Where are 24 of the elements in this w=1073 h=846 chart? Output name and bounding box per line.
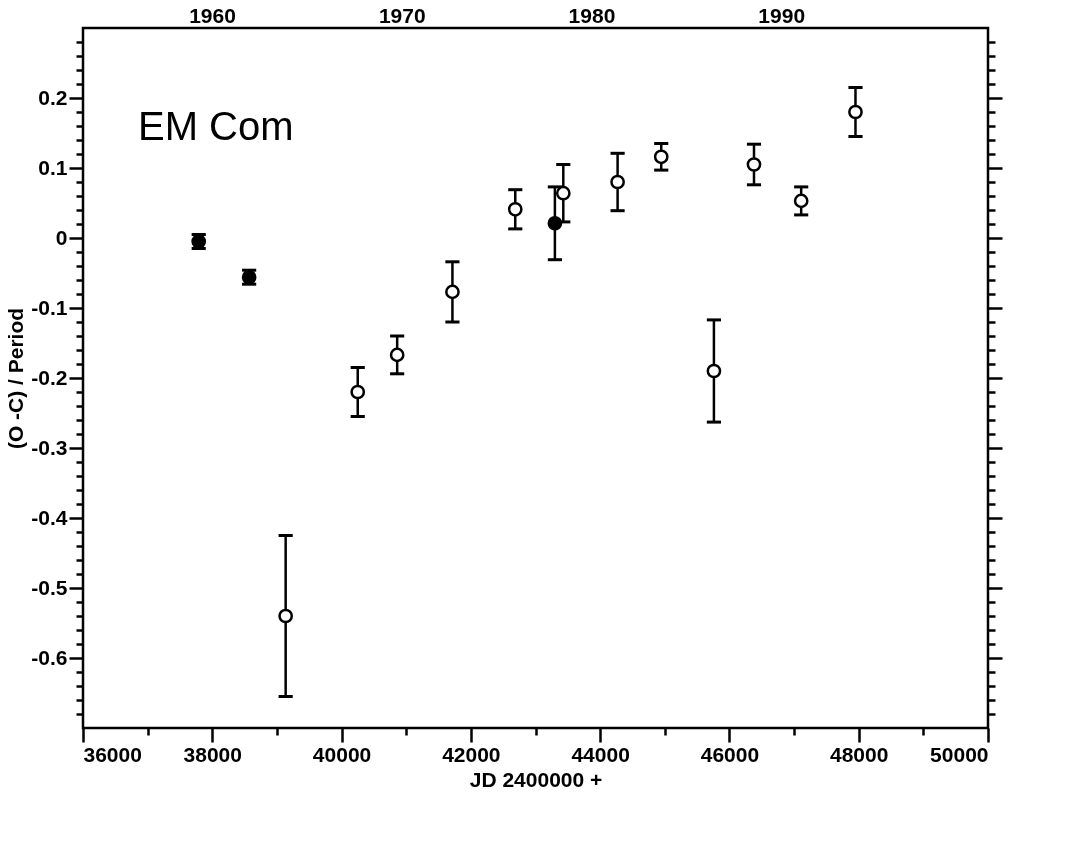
y-tick-label: 0.2 <box>38 85 68 109</box>
x-axis-title: JD 2400000 + <box>469 767 603 791</box>
x2-tick-label: 1980 <box>568 3 616 27</box>
y-tick-label: -0.2 <box>31 365 68 389</box>
x-tick-label: 50000 <box>930 742 989 766</box>
x-tick-label: 36000 <box>83 742 142 766</box>
x-tick-label: 46000 <box>700 742 760 766</box>
x-tick-label: 42000 <box>442 742 501 766</box>
annotation: EM Com <box>138 104 294 148</box>
y-tick-label: -0.1 <box>31 295 68 319</box>
y-tick-label: 0 <box>55 225 68 249</box>
x2-tick-label: 1990 <box>758 3 806 27</box>
y-tick-label: 0.1 <box>38 155 68 179</box>
x-tick-label: 48000 <box>830 742 889 766</box>
y-tick-label: -0.3 <box>31 435 68 459</box>
x2-tick-label: 1960 <box>189 3 236 27</box>
y-tick-label: -0.4 <box>31 505 68 529</box>
x-tick-label: 40000 <box>312 742 372 766</box>
x2-tick-label: 1970 <box>378 3 426 27</box>
y-axis-title: (O -C) / Period <box>4 307 28 450</box>
y-tick-label: -0.5 <box>31 575 68 599</box>
x-tick-label: 38000 <box>183 742 242 766</box>
y-tick-label: -0.6 <box>31 645 68 669</box>
x-tick-label: 44000 <box>571 742 630 766</box>
